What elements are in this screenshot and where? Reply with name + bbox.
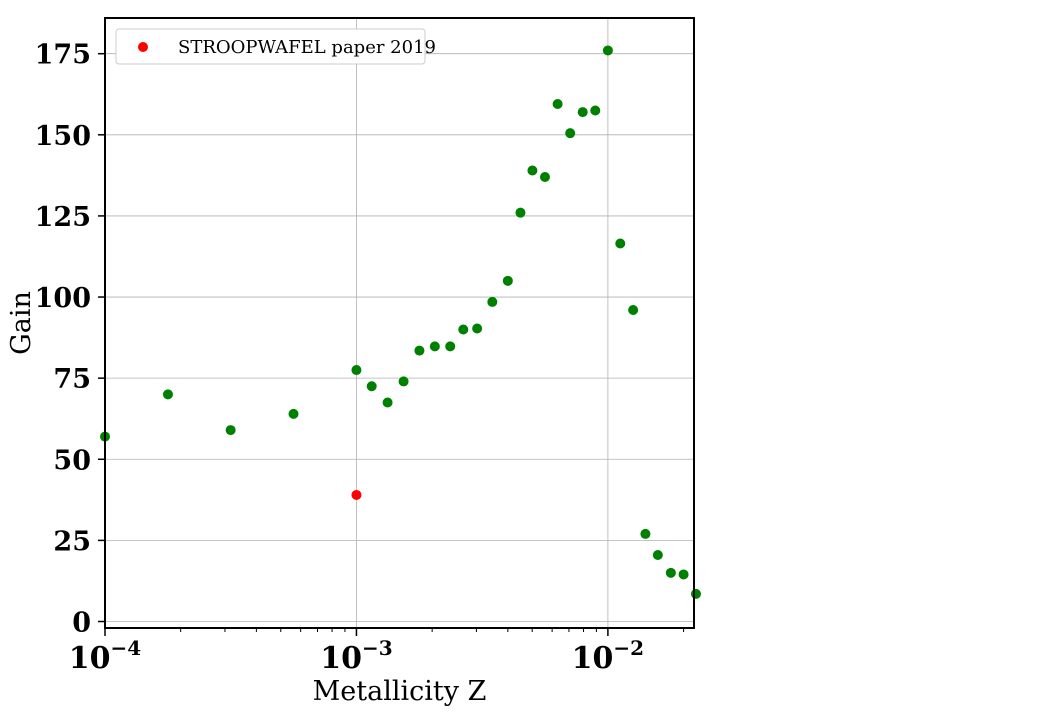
data-point xyxy=(288,408,299,419)
data-points xyxy=(100,45,701,599)
data-point xyxy=(445,341,456,352)
data-point xyxy=(690,588,701,599)
data-point xyxy=(565,128,576,139)
data-point xyxy=(628,305,639,316)
data-point xyxy=(652,549,663,560)
legend-marker xyxy=(138,42,148,52)
data-point xyxy=(615,238,626,249)
data-point xyxy=(678,569,689,580)
data-point xyxy=(414,345,425,356)
data-point xyxy=(552,98,563,109)
data-point xyxy=(472,323,483,334)
data-point xyxy=(515,207,526,218)
data-point xyxy=(539,171,550,182)
y-tick-label: 25 xyxy=(53,526,91,557)
data-point xyxy=(458,324,469,335)
data-point xyxy=(429,341,440,352)
legend: STROOPWAFEL paper 2019 xyxy=(115,28,436,65)
y-tick-label: 75 xyxy=(53,364,91,395)
y-tick-label: 100 xyxy=(35,283,91,314)
data-point xyxy=(351,489,362,500)
x-tick-label: 10−3 xyxy=(320,636,392,676)
legend-box xyxy=(115,28,426,65)
data-point xyxy=(665,567,676,578)
data-point xyxy=(487,296,498,307)
data-point xyxy=(602,45,613,56)
data-point xyxy=(225,425,236,436)
y-tick-label: 150 xyxy=(35,121,91,152)
data-point xyxy=(351,365,362,376)
data-point xyxy=(640,528,651,539)
data-point xyxy=(590,105,601,116)
y-tick-label: 125 xyxy=(35,202,91,233)
data-point xyxy=(398,376,409,387)
y-tick-label: 175 xyxy=(35,40,91,71)
plot-frame xyxy=(104,17,695,629)
y-tick-label: 50 xyxy=(53,445,91,476)
data-point xyxy=(382,397,393,408)
data-point xyxy=(527,165,538,176)
grid-lines xyxy=(104,18,694,628)
x-tick-label: 10−2 xyxy=(572,636,644,676)
x-axis-label: Metallicity Z xyxy=(313,676,487,707)
y-axis-label: Gain xyxy=(6,291,37,355)
legend-entry-label: STROOPWAFEL paper 2019 xyxy=(178,37,436,58)
axis-ticks: 0 25 50 75 100 125 150 175 10−4 10−3 10−2 xyxy=(35,40,685,676)
data-point xyxy=(366,381,377,392)
data-point xyxy=(162,389,173,400)
y-tick-label: 0 xyxy=(72,608,91,639)
data-point xyxy=(502,275,513,286)
x-tick-label: 10−4 xyxy=(69,636,142,676)
data-point xyxy=(577,107,588,118)
